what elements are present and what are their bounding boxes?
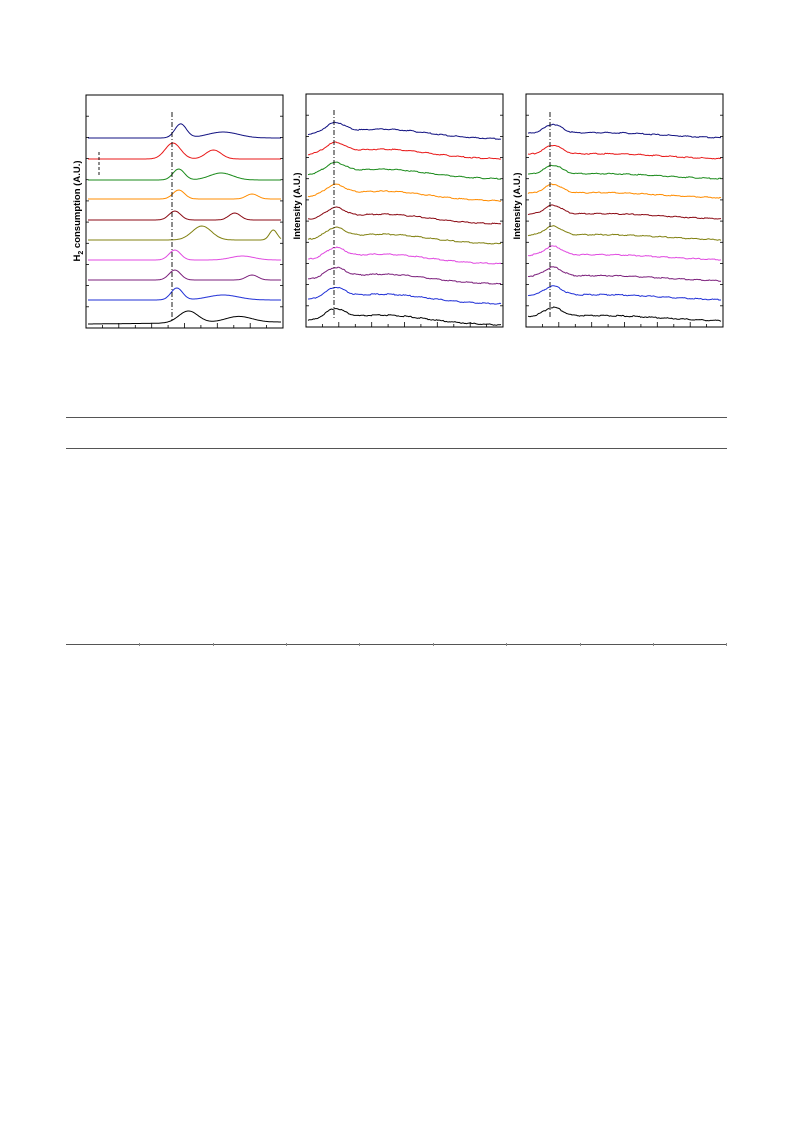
series-line [88, 310, 281, 325]
table-column-tick [652, 643, 654, 646]
panel-frame [305, 93, 504, 328]
series-line [88, 189, 281, 200]
y-axis-ticks [526, 114, 723, 307]
table-column-tick [726, 643, 728, 646]
table-column-tick [506, 643, 508, 646]
series-line [527, 306, 722, 322]
table-column-tick [359, 643, 361, 646]
series-line [88, 225, 282, 241]
table-column-tick [579, 643, 581, 646]
table-header-rule [66, 448, 727, 449]
series-line [307, 206, 502, 225]
series-line [88, 123, 281, 139]
series-line [527, 145, 722, 160]
series-line [88, 210, 281, 221]
panel-frame [85, 94, 284, 329]
series-line [88, 249, 281, 261]
table-top-rule [66, 417, 727, 418]
y-axis-label: Intensity (A.U.) [292, 172, 303, 239]
series-line [527, 225, 722, 241]
y-axis-ticks [306, 114, 503, 307]
figure-three-panels: H2 consumption (A.U.) Intensity (A.U.) I… [72, 93, 724, 329]
series-line [527, 266, 721, 282]
panel-intensity-middle: Intensity (A.U.) [292, 93, 504, 328]
series-line [527, 204, 722, 220]
series-line [307, 161, 501, 180]
series-line [527, 123, 721, 139]
series-line [88, 269, 281, 281]
series-line [307, 308, 502, 326]
series-line [527, 183, 722, 199]
series-line [308, 286, 502, 305]
series-line [527, 285, 721, 301]
panel-h2-tpr: H2 consumption (A.U.) [72, 94, 284, 329]
series-line [307, 183, 502, 202]
series-line [528, 245, 722, 261]
series-line [307, 141, 502, 160]
panel-intensity-right: Intensity (A.U.) [512, 93, 724, 328]
series-line [307, 226, 502, 245]
x-axis-ticks [542, 322, 707, 327]
table-column-tick [139, 643, 141, 646]
table-column-tick [286, 643, 288, 646]
y-axis-label: Intensity (A.U.) [512, 172, 523, 239]
x-axis-ticks [102, 323, 268, 328]
panel-frame [525, 93, 724, 328]
series-line [528, 164, 721, 180]
series-group [307, 121, 502, 326]
y-axis-label: H2 consumption (A.U.) [72, 160, 85, 261]
table [0, 400, 793, 660]
series-group [88, 123, 282, 325]
series-line [88, 287, 281, 301]
x-axis-ticks [321, 322, 488, 327]
table-column-tick [432, 643, 434, 646]
series-line [88, 168, 281, 181]
series-line [307, 246, 502, 265]
y-axis-ticks [86, 115, 283, 308]
series-line [307, 121, 502, 140]
series-line [88, 142, 281, 160]
table-bottom-rule [66, 644, 727, 645]
series-line [307, 266, 502, 285]
table-column-tick [212, 643, 214, 646]
series-group [527, 123, 722, 322]
